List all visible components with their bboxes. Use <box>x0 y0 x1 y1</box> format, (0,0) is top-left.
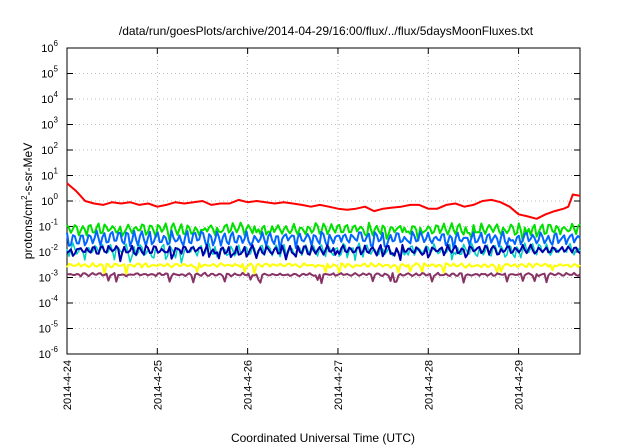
x-tick-label: 2014-4-25 <box>152 360 164 410</box>
chart-title: /data/run/goesPlots/archive/2014-04-29/1… <box>119 24 534 38</box>
y-tick-label: 10-2 <box>39 243 59 259</box>
x-tick-label: 2014-4-24 <box>62 360 74 410</box>
grid <box>67 48 580 354</box>
series-line-5 <box>66 261 581 276</box>
y-tick-label: 102 <box>41 141 58 157</box>
x-tick-label: 2014-4-26 <box>243 360 255 410</box>
y-tick-label: 10-3 <box>39 269 59 285</box>
y-tick-label: 10-6 <box>39 345 59 361</box>
y-tick-label: 10-5 <box>39 320 59 336</box>
y-tick-label: 101 <box>41 167 58 183</box>
y-axis-label: protons/cm2-s-sr-MeV <box>20 143 35 259</box>
series-line-1 <box>66 221 581 243</box>
y-tick-label: 100 <box>41 192 58 208</box>
x-tick-label: 2014-4-28 <box>423 360 435 410</box>
series-line-6 <box>66 271 581 285</box>
x-tick-label: 2014-4-27 <box>333 360 345 410</box>
y-tick-label: 10-1 <box>39 218 59 234</box>
y-tick-label: 103 <box>41 116 58 132</box>
series-line-4 <box>66 243 581 263</box>
x-tick-label: 2014-4-29 <box>514 360 526 410</box>
series-lines <box>66 182 581 285</box>
x-axis-label: Coordinated Universal Time (UTC) <box>231 431 415 445</box>
plot-area: 10-6 10-5 10-4 10-3 10-2 10-1 100 101 102 103 104 1… <box>39 39 581 410</box>
y-tick-label: 10-4 <box>39 294 59 310</box>
y-tick-label: 104 <box>41 90 58 106</box>
y-axis-ticks: 10-6 10-5 10-4 10-3 10-2 10-1 100 101 102 103 104 1… <box>39 39 580 361</box>
y-tick-label: 105 <box>41 65 58 81</box>
series-line-2 <box>66 229 581 252</box>
series-line-3 <box>66 242 581 264</box>
y-tick-label: 106 <box>41 39 58 55</box>
series-line-0 <box>66 182 581 220</box>
x-axis-ticks: 2014-4-24 2014-4-25 2014-4-26 2014-4-27 2014… <box>62 48 526 410</box>
